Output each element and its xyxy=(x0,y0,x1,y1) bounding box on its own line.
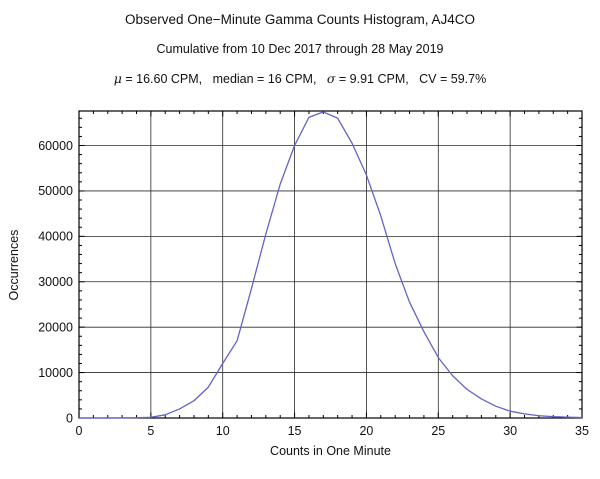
x-tick-label: 5 xyxy=(147,424,154,438)
chart-title: Observed One−Minute Gamma Counts Histogr… xyxy=(124,12,476,27)
chart-stats-line: μ = 16.60 CPM, median = 16 CPM, σ = 9.91… xyxy=(0,71,600,86)
median-value: median = 16 CPM, xyxy=(212,72,327,86)
x-tick-label: 10 xyxy=(216,424,230,438)
y-tick-label: 10000 xyxy=(38,366,73,380)
axis-ticks xyxy=(78,111,583,419)
x-tick-label: 25 xyxy=(431,424,445,438)
x-tick-label: 30 xyxy=(503,424,517,438)
x-tick-labels: 0 5 10 15 20 25 30 35 xyxy=(76,424,589,438)
gridlines xyxy=(79,111,582,418)
y-tick-label: 30000 xyxy=(38,275,73,289)
mu-value: = 16.60 CPM, xyxy=(121,72,213,86)
histogram-curve xyxy=(79,111,583,419)
y-tick-label: 20000 xyxy=(38,320,73,334)
x-tick-label: 20 xyxy=(359,424,373,438)
y-tick-label: 0 xyxy=(66,411,73,425)
y-tick-label: 60000 xyxy=(38,139,73,153)
chart-subtitle: Cumulative from 10 Dec 2017 through 28 M… xyxy=(156,42,444,56)
x-axis-label: Counts in One Minute xyxy=(270,444,391,458)
mu-symbol: μ xyxy=(113,71,122,86)
cv-value: CV = 59.7% xyxy=(419,72,487,86)
y-tick-label: 40000 xyxy=(38,230,73,244)
x-tick-label: 35 xyxy=(575,424,589,438)
y-tick-labels: 0 10000 20000 30000 40000 50000 60000 xyxy=(38,139,73,425)
sigma-symbol: σ xyxy=(326,71,336,86)
plot-frame xyxy=(78,110,583,419)
sigma-value: = 9.91 CPM, xyxy=(335,72,420,86)
data-series xyxy=(79,111,583,419)
y-tick-label: 50000 xyxy=(38,184,73,198)
y-axis-label: Occurrences xyxy=(7,229,21,301)
x-tick-label: 15 xyxy=(288,424,302,438)
x-tick-label: 0 xyxy=(76,424,83,438)
